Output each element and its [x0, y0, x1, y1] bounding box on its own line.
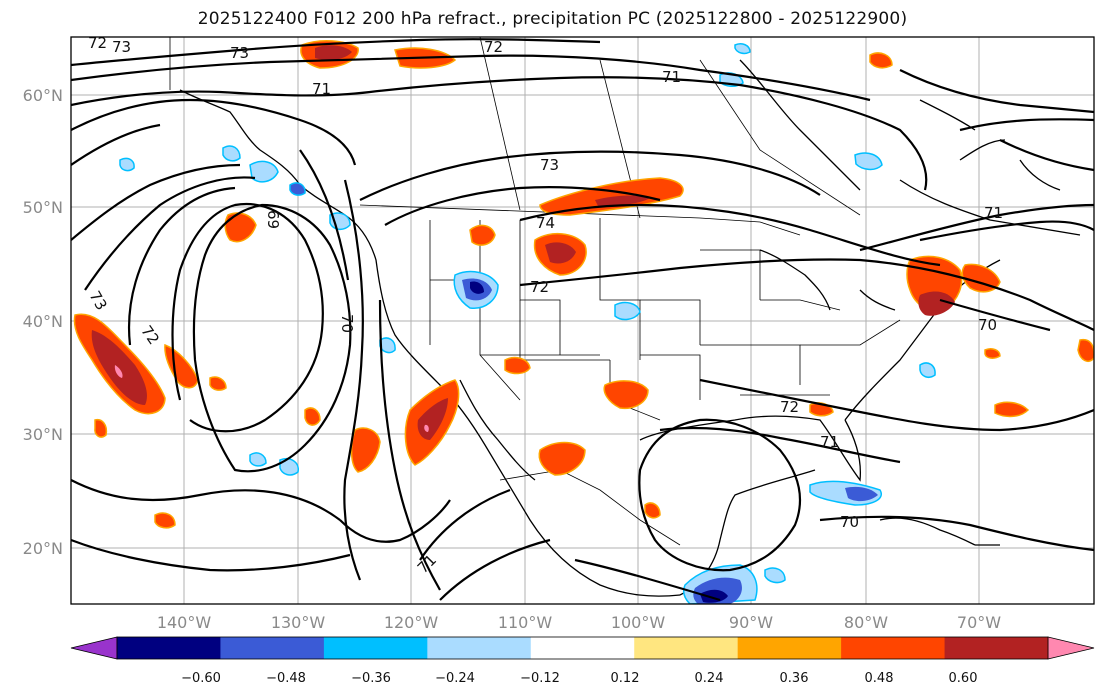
graticule	[71, 37, 1094, 604]
lon-label: 100°W	[611, 613, 666, 632]
positive-precip	[73, 40, 1094, 529]
negative-precip	[119, 43, 936, 604]
lon-label: 140°W	[157, 613, 212, 632]
colorbar-tick-label: −0.12	[520, 671, 560, 686]
colorbar-segment	[737, 637, 842, 659]
colorbar-segment	[220, 637, 325, 659]
colorbar-extend-high	[1047, 636, 1095, 660]
colorbar-tick-label: 0.36	[780, 671, 809, 686]
colorbar-tick-label: −0.60	[181, 671, 221, 686]
contour-label: 73	[540, 156, 559, 174]
contour-label: 71	[312, 80, 331, 98]
lon-axis: 140°W 130°W 120°W 110°W 100°W 90°W 80°W …	[157, 613, 1001, 632]
lon-label: 80°W	[844, 613, 888, 632]
colorbar-segments	[117, 637, 1049, 659]
lat-label: 20°N	[23, 539, 63, 558]
colorbar-tick-label: 0.48	[865, 671, 894, 686]
lon-label: 120°W	[384, 613, 439, 632]
colorbar-segment	[323, 637, 428, 659]
colorbar-segment	[634, 637, 739, 659]
colorbar-tick-label: −0.48	[266, 671, 306, 686]
contour-label: 70	[978, 316, 997, 334]
contour-label: 72	[780, 398, 799, 416]
lat-label: 40°N	[23, 312, 63, 331]
colorbar-ticks: −0.60 −0.48 −0.36 −0.24 −0.12 0.12 0.24 …	[181, 671, 977, 686]
contour-label: 74	[536, 214, 555, 232]
refractivity-contours	[71, 38, 1094, 602]
contour-label: 71	[662, 68, 681, 86]
contour-label: 73	[230, 44, 249, 62]
lon-label: 110°W	[498, 613, 553, 632]
colorbar-segment	[117, 637, 221, 659]
lon-label: 130°W	[271, 613, 326, 632]
colorbar-tick-label: −0.24	[435, 671, 475, 686]
contour-label: 72	[484, 38, 503, 56]
lon-label: 70°W	[957, 613, 1001, 632]
contour-label: 69	[264, 210, 282, 229]
contour-label: 72	[88, 34, 107, 52]
colorbar-outline	[116, 636, 1049, 660]
colorbar-tick-label: 0.24	[695, 671, 724, 686]
lat-axis: 60°N 50°N 40°N 30°N 20°N	[23, 86, 63, 558]
contour-label: 71	[984, 204, 1003, 222]
colorbar-tick-label: −0.36	[351, 671, 391, 686]
colorbar-segment	[427, 637, 532, 659]
map-title: 2025122400 F012 200 hPa refract., precip…	[197, 9, 908, 29]
lat-label: 60°N	[23, 86, 63, 105]
contour-label: 70	[840, 513, 859, 531]
lat-label: 50°N	[23, 198, 63, 217]
colorbar-segment	[944, 637, 1049, 659]
precip-patches	[73, 40, 1094, 604]
colorbar-segment	[841, 637, 946, 659]
colorbar: −0.60 −0.48 −0.36 −0.24 −0.12 0.12 0.24 …	[70, 636, 1095, 686]
colorbar-tick-label: 0.12	[611, 671, 640, 686]
contour-label: 70	[338, 314, 356, 333]
colorbar-tick-label: 0.60	[949, 671, 978, 686]
map-border	[70, 36, 1095, 605]
contour-label: 71	[820, 433, 839, 451]
lon-label: 90°W	[729, 613, 773, 632]
contour-label: 72	[530, 278, 549, 296]
lat-label: 30°N	[23, 425, 63, 444]
colorbar-segment	[530, 637, 635, 659]
contour-label: 73	[112, 38, 131, 56]
colorbar-extend-low	[70, 636, 118, 660]
